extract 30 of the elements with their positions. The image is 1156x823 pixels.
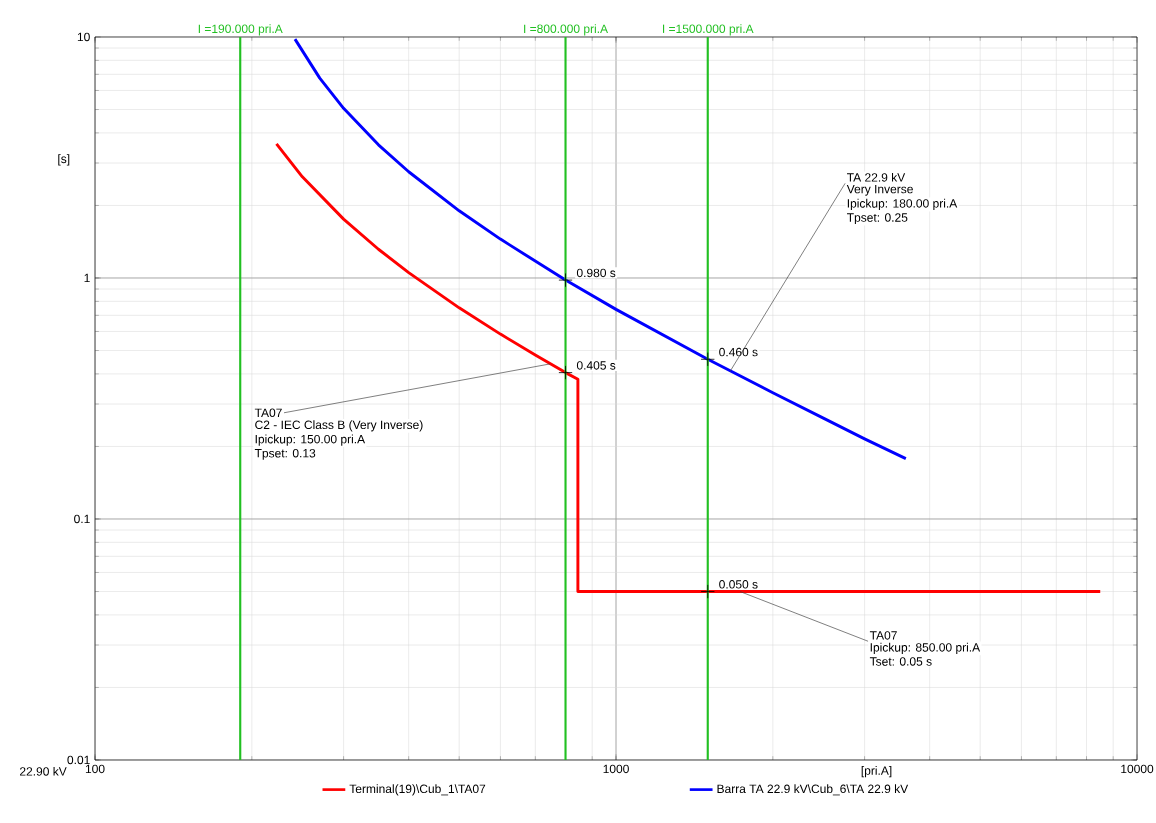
annotation: Tpset: 0.13 [254,448,316,460]
annotation: Tset: 0.05 s [869,657,932,666]
x-axis-title: [pri.A] [861,766,892,778]
x-tick-label: 10000 [1121,764,1154,774]
y-tick-label: 1 [84,273,90,283]
annotation: Ipickup: 180.00 pri.A [847,198,958,211]
y-tick-label: 0.01 [67,755,90,765]
ref-line-label: I =190.000 pri.A [198,24,283,36]
annotation: C2 - IEC Class B (Very Inverse) [255,420,423,432]
y-tick-label: 0.1 [74,514,90,524]
annotation: 0.460 s [719,347,758,357]
y-axis-title: [s] [58,154,70,166]
ref-line-label: I =800.000 pri.A [524,24,609,36]
annotation: TA 22.9 kV [847,172,906,182]
annotation: TA07 [869,631,897,640]
text: 22.90 kV [19,766,67,776]
annotation: 0.980 s [576,268,616,278]
annotation: 0.405 s [576,361,616,370]
legend-label: Barra TA 22.9 kV\Cub_6\TA 22.9 kV [717,784,909,796]
annotation: Tpset: 0.25 [847,213,908,225]
x-tick-label: 100 [85,764,105,774]
x-tick-label: 1000 [603,764,629,774]
annotation: TA07 [254,408,282,418]
y-tick-label: 10 [77,32,90,42]
annotation: Very Inverse [846,184,913,196]
legend-label: Terminal(19)\Cub_1\TA07 [349,784,486,796]
annotation: Ipickup: 150.00 pri.A [255,434,366,446]
annotation: Ipickup: 850.00 pri.A [870,642,981,655]
ref-line-label: I =1500.000 pri.A [663,24,754,36]
annotation: 0.050 s [719,580,758,589]
